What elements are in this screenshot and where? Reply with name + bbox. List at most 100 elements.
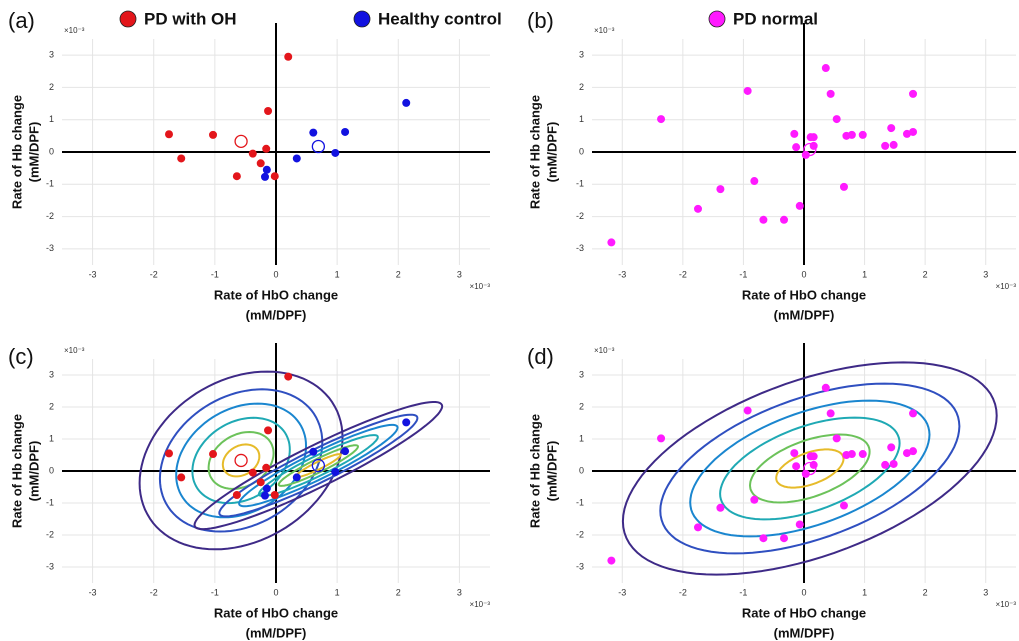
data-point: [887, 124, 896, 133]
x-tick-label: -3: [618, 269, 626, 279]
y-axis-label: (mM/DPF): [26, 122, 41, 183]
data-point: [801, 469, 810, 478]
data-point: [743, 406, 752, 415]
data-point: [716, 185, 725, 194]
data-point: [256, 478, 265, 487]
y-tick-label: -2: [46, 529, 54, 539]
mean-marker: [803, 461, 817, 476]
contours: [138, 370, 444, 551]
data-point: [832, 115, 841, 124]
x-tick-label: -3: [618, 587, 626, 597]
x-tick-label: -1: [739, 269, 747, 279]
data-point: [209, 450, 218, 459]
data-point: [889, 140, 898, 149]
contour: [193, 401, 444, 531]
data-point: [780, 534, 789, 543]
panel-label: (b): [527, 8, 554, 33]
y-tick-label: -3: [46, 243, 54, 253]
legend-label: Healthy control: [378, 9, 502, 28]
y-tick-label: -3: [576, 561, 584, 571]
data-point: [264, 106, 273, 115]
y-axis-label: (mM/DPF): [544, 441, 559, 502]
x-axis-label: Rate of HbO change: [214, 287, 338, 302]
data-point: [792, 143, 801, 152]
y-tick-label: 3: [579, 369, 584, 379]
x-tick-label: 2: [396, 587, 401, 597]
x-tick-label: 1: [862, 269, 867, 279]
data-point: [902, 129, 911, 138]
y-tick-label: 2: [49, 82, 54, 92]
y-exponent: ×10⁻³: [594, 346, 615, 355]
x-tick-label: 1: [862, 587, 867, 597]
y-tick-label: 1: [49, 114, 54, 124]
x-tick-label: 0: [273, 269, 278, 279]
data-point: [165, 449, 173, 458]
data-point: [607, 238, 616, 247]
data-point: [839, 501, 848, 510]
x-axis-label: Rate of HbO change: [742, 605, 866, 620]
x-exponent: ×10⁻³: [470, 282, 491, 291]
data-point: [607, 556, 616, 565]
data-point: [847, 130, 856, 139]
x-tick-label: 3: [457, 587, 462, 597]
data-point: [165, 130, 173, 139]
data-point: [209, 130, 218, 139]
contours: [621, 361, 998, 576]
data-point: [270, 172, 279, 181]
data-point: [887, 443, 896, 452]
x-tick-label: 0: [273, 587, 278, 597]
data-point: [256, 159, 265, 168]
y-tick-label: -1: [576, 497, 584, 507]
x-tick-label: 3: [457, 269, 462, 279]
x-tick-label: 0: [801, 587, 806, 597]
panel: -3 -2 -1 0 1 2 3 -3 -2 -1 0 1 2 3 (b) ×10⁻³ ×10⁻³ Rate of…: [527, 8, 1016, 323]
data-point: [909, 127, 918, 136]
y-tick-label: 1: [579, 433, 584, 443]
x-tick-label: -2: [679, 587, 687, 597]
data-point: [331, 467, 340, 476]
x-axis-label: (mM/DPF): [246, 307, 307, 322]
y-tick-label: 1: [579, 114, 584, 124]
x-axis-label: (mM/DPF): [774, 625, 835, 640]
legend-marker: [119, 10, 137, 28]
data-point: [821, 64, 830, 73]
x-tick-label: -2: [150, 587, 158, 597]
contour: [689, 399, 931, 538]
contour: [218, 413, 419, 518]
x-exponent: ×10⁻³: [996, 600, 1017, 609]
data-point: [341, 447, 350, 456]
y-tick-label: -1: [46, 497, 54, 507]
y-axis-label: (mM/DPF): [26, 441, 41, 502]
contour: [748, 433, 871, 504]
data-point: [909, 89, 918, 98]
data-point: [801, 150, 810, 159]
data-point: [795, 520, 804, 529]
data-point: [826, 409, 835, 418]
y-tick-label: 2: [49, 401, 54, 411]
x-tick-label: 1: [335, 587, 340, 597]
data-point: [284, 52, 293, 61]
data-point: [821, 383, 830, 392]
data-point: [331, 148, 340, 157]
x-tick-label: -3: [89, 587, 97, 597]
x-tick-label: -1: [211, 269, 219, 279]
legend-marker: [708, 10, 726, 28]
y-axis-label: Rate of Hb change: [527, 414, 542, 528]
data-point: [232, 172, 241, 181]
y-tick-label: 2: [579, 401, 584, 411]
panel: -3 -2 -1 0 1 2 3 -3 -2 -1 0 1 2 3 (a) ×10⁻³ ×10⁻³ Rate of…: [8, 8, 502, 323]
mean-marker: [311, 458, 326, 473]
data-point: [858, 130, 867, 139]
data-point: [790, 449, 799, 458]
data-point: [750, 177, 759, 186]
data-point: [341, 127, 350, 136]
data-point: [839, 182, 848, 191]
data-point: [262, 463, 271, 472]
x-tick-label: 0: [801, 269, 806, 279]
data-point: [309, 447, 318, 456]
y-exponent: ×10⁻³: [64, 346, 85, 355]
contour: [775, 448, 845, 489]
panel-label: (a): [8, 8, 35, 33]
data-point: [177, 473, 186, 482]
